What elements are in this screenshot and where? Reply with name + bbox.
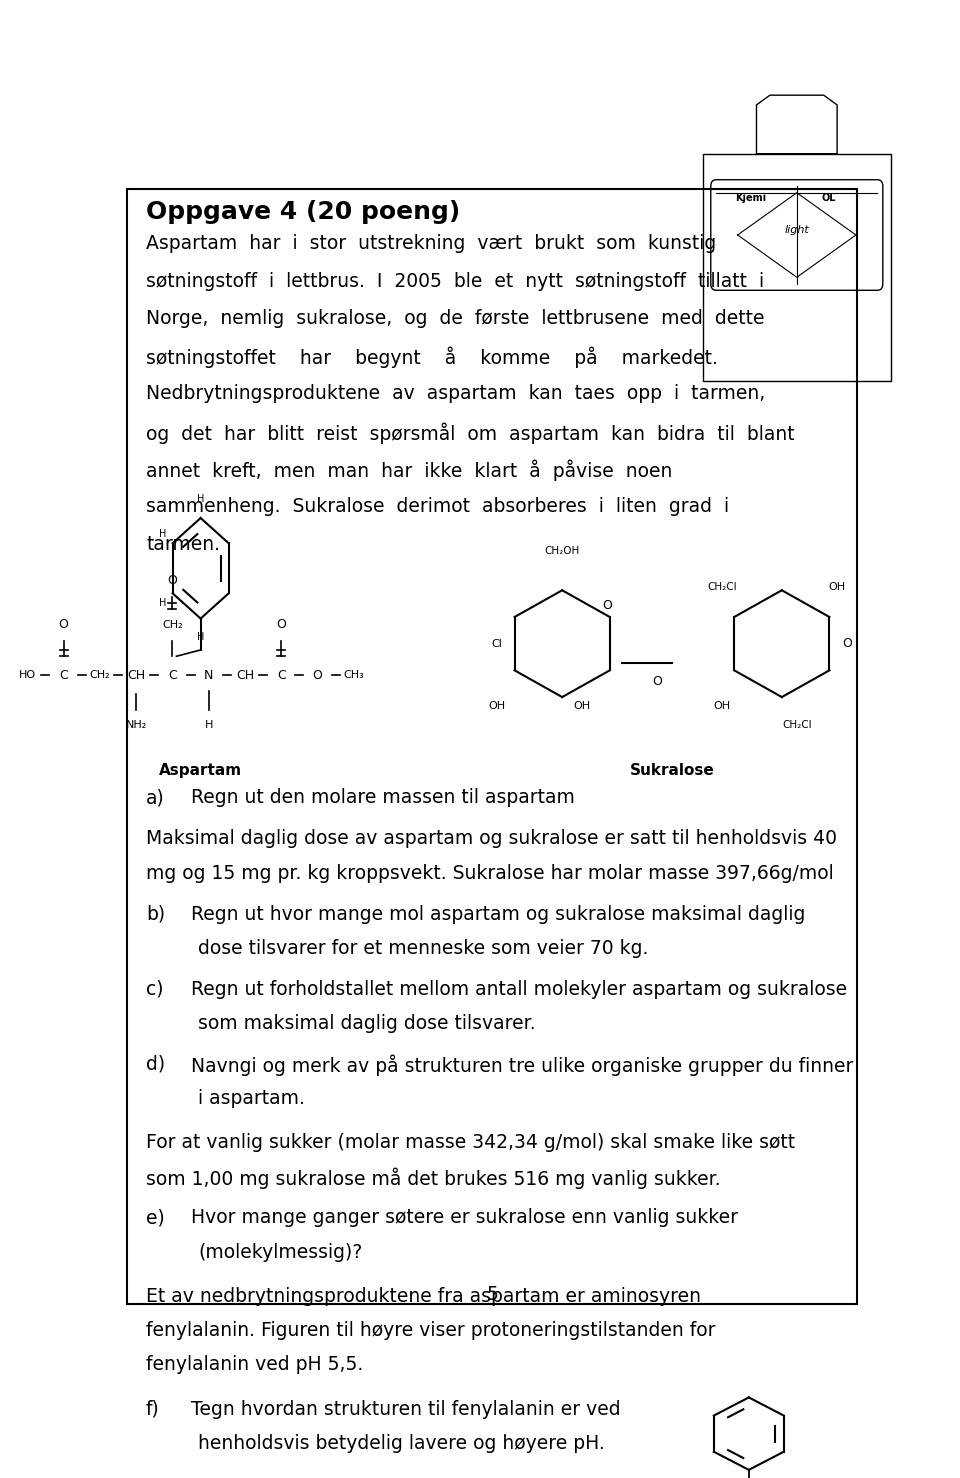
Text: For at vanlig sukker (molar masse 342,34 g/mol) skal smake like søtt: For at vanlig sukker (molar masse 342,34… <box>146 1134 795 1153</box>
Text: som maksimal daglig dose tilsvarer.: som maksimal daglig dose tilsvarer. <box>198 1014 536 1033</box>
Text: Sukralose: Sukralose <box>630 763 714 777</box>
Text: NH₂: NH₂ <box>126 720 147 730</box>
Text: CH₂: CH₂ <box>162 619 182 630</box>
Text: OL: OL <box>822 192 836 202</box>
Text: d): d) <box>146 1055 165 1075</box>
Text: f): f) <box>146 1400 159 1419</box>
Text: Navngi og merk av på strukturen tre ulike organiske grupper du finner: Navngi og merk av på strukturen tre ulik… <box>191 1055 853 1076</box>
Text: Maksimal daglig dose av aspartam og sukralose er satt til henholdsvis 40: Maksimal daglig dose av aspartam og sukr… <box>146 829 837 848</box>
Text: fenylalanin ved pH 5,5.: fenylalanin ved pH 5,5. <box>146 1355 363 1375</box>
Text: e): e) <box>146 1209 165 1227</box>
Text: annet  kreft,  men  man  har  ikke  klart  å  påvise  noen: annet kreft, men man har ikke klart å på… <box>146 460 672 482</box>
Text: CH: CH <box>127 668 145 681</box>
Text: OH: OH <box>713 702 731 711</box>
Text: H: H <box>158 597 166 607</box>
Text: Regn ut den molare massen til aspartam: Regn ut den molare massen til aspartam <box>191 788 574 807</box>
Text: OH: OH <box>489 702 506 711</box>
Text: CH: CH <box>236 668 254 681</box>
Text: O: O <box>276 618 286 631</box>
Text: O: O <box>652 675 662 687</box>
Text: Oppgave 4 (20 poeng): Oppgave 4 (20 poeng) <box>146 200 460 225</box>
Text: b): b) <box>146 905 165 924</box>
Text: O: O <box>602 600 612 612</box>
Text: Nedbrytningsproduktene  av  aspartam  kan  taes  opp  i  tarmen,: Nedbrytningsproduktene av aspartam kan t… <box>146 384 765 403</box>
Text: mg og 15 mg pr. kg kroppsvekt. Sukralose har molar masse 397,66g/mol: mg og 15 mg pr. kg kroppsvekt. Sukralose… <box>146 863 834 882</box>
Text: H: H <box>197 633 204 643</box>
Text: søtningstoffet    har    begynt    å    komme    på    markedet.: søtningstoffet har begynt å komme på mar… <box>146 347 718 368</box>
Text: som 1,00 mg sukralose må det brukes 516 mg vanlig sukker.: som 1,00 mg sukralose må det brukes 516 … <box>146 1168 721 1188</box>
Text: C: C <box>168 668 177 681</box>
Text: H: H <box>197 494 204 504</box>
Text: dose tilsvarer for et menneske som veier 70 kg.: dose tilsvarer for et menneske som veier… <box>198 939 649 958</box>
Text: Aspartam  har  i  stor  utstrekning  vært  brukt  som  kunstig: Aspartam har i stor utstrekning vært bru… <box>146 234 716 253</box>
Text: c): c) <box>146 980 163 999</box>
Text: Regn ut forholdstallet mellom antall molekyler aspartam og sukralose: Regn ut forholdstallet mellom antall mol… <box>191 980 847 999</box>
Text: og  det  har  blitt  reist  spørsmål  om  aspartam  kan  bidra  til  blant: og det har blitt reist spørsmål om aspar… <box>146 423 795 443</box>
Text: O: O <box>313 668 323 681</box>
Text: i aspartam.: i aspartam. <box>198 1089 305 1108</box>
Text: tarmen.: tarmen. <box>146 535 220 554</box>
Text: Norge,  nemlig  sukralose,  og  de  første  lettbrusene  med  dette: Norge, nemlig sukralose, og de første le… <box>146 309 764 328</box>
Text: Hvor mange ganger søtere er sukralose enn vanlig sukker: Hvor mange ganger søtere er sukralose en… <box>191 1209 737 1227</box>
Text: N: N <box>204 668 213 681</box>
Text: Kjemi: Kjemi <box>735 192 767 202</box>
Text: C: C <box>276 668 286 681</box>
Text: OH: OH <box>828 582 846 593</box>
Text: OH: OH <box>573 702 590 711</box>
Text: H: H <box>204 720 213 730</box>
Text: Cl: Cl <box>492 638 503 649</box>
Text: C: C <box>60 668 68 681</box>
Text: henholdsvis betydelig lavere og høyere pH.: henholdsvis betydelig lavere og høyere p… <box>198 1434 605 1453</box>
Text: CH₂Cl: CH₂Cl <box>708 582 736 593</box>
Text: fenylalanin. Figuren til høyre viser protoneringstilstanden for: fenylalanin. Figuren til høyre viser pro… <box>146 1321 715 1341</box>
Text: light: light <box>784 225 809 235</box>
Text: CH₂OH: CH₂OH <box>544 545 580 556</box>
Text: sammenheng.  Sukralose  derimot  absorberes  i  liten  grad  i: sammenheng. Sukralose derimot absorberes… <box>146 497 730 516</box>
Text: Et av nedbrytningsproduktene fra aspartam er aminosyren: Et av nedbrytningsproduktene fra asparta… <box>146 1287 701 1307</box>
Text: HO: HO <box>18 670 36 680</box>
Text: søtningstoff  i  lettbrus.  I  2005  ble  et  nytt  søtningstoff  tillatt  i: søtningstoff i lettbrus. I 2005 ble et n… <box>146 272 764 291</box>
Text: 5: 5 <box>486 1286 498 1305</box>
Text: O: O <box>59 618 68 631</box>
Text: Regn ut hvor mange mol aspartam og sukralose maksimal daglig: Regn ut hvor mange mol aspartam og sukra… <box>191 905 805 924</box>
Text: a): a) <box>146 788 165 807</box>
Text: H: H <box>158 529 166 539</box>
Text: CH₂: CH₂ <box>89 670 110 680</box>
Text: CH₂Cl: CH₂Cl <box>782 720 811 730</box>
Text: O: O <box>842 637 852 650</box>
Text: (molekylmessig)?: (molekylmessig)? <box>198 1243 362 1262</box>
Text: O: O <box>167 575 178 587</box>
Text: Tegn hvordan strukturen til fenylalanin er ved: Tegn hvordan strukturen til fenylalanin … <box>191 1400 620 1419</box>
Text: Aspartam: Aspartam <box>159 763 242 777</box>
Text: CH₃: CH₃ <box>344 670 364 680</box>
